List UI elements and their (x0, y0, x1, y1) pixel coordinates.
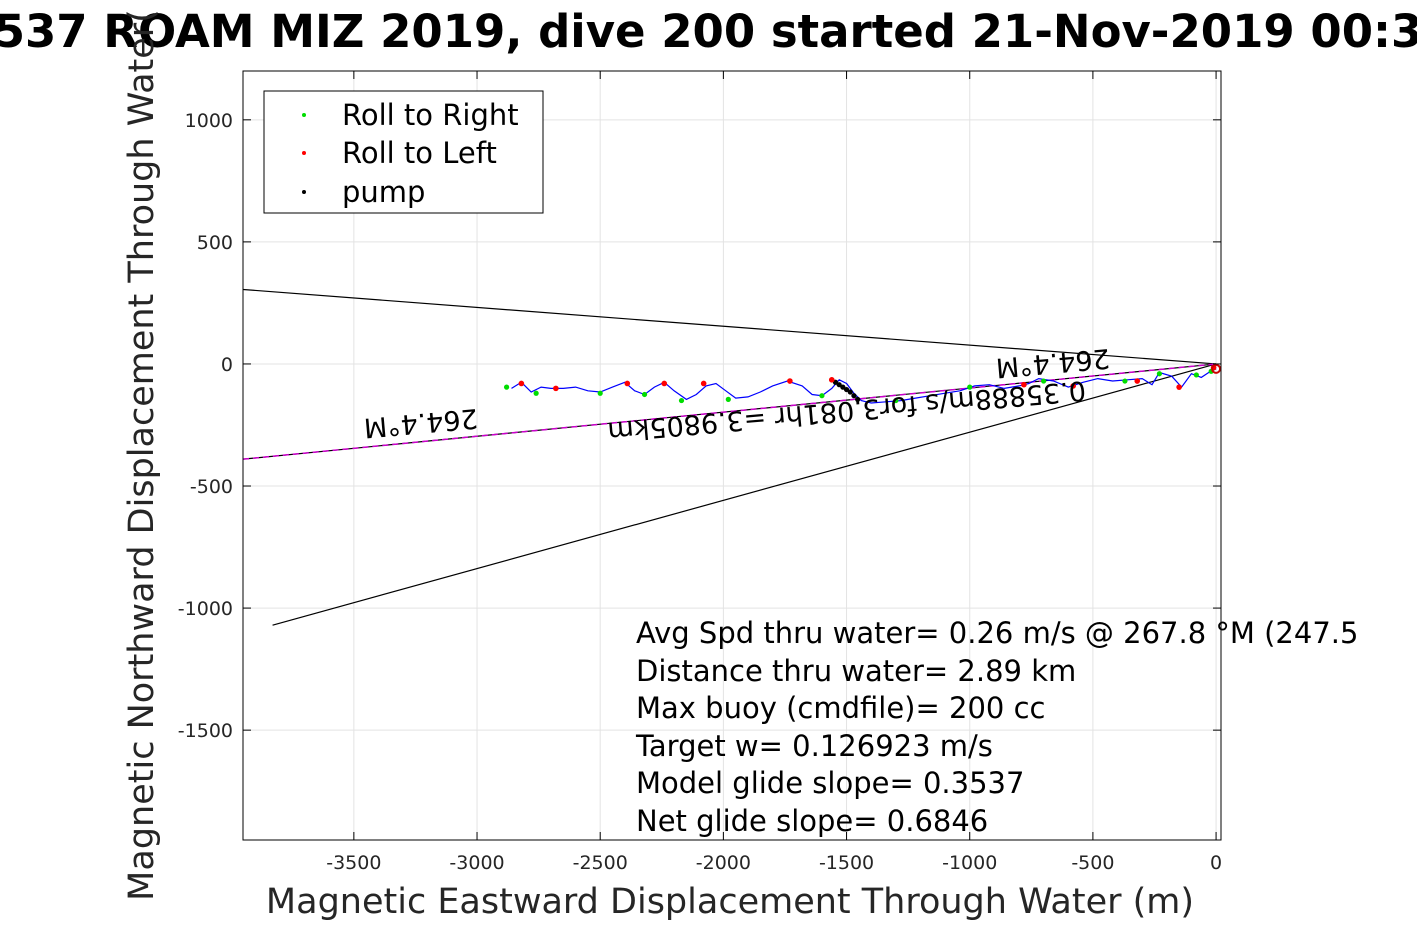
roll-left-point (700, 380, 707, 387)
roll-left-point (1021, 381, 1027, 388)
plot-frame (242, 70, 1222, 841)
legend-box (263, 90, 544, 214)
annotation-net-glide: Net glide slope= 0.6846 (636, 804, 988, 838)
dive-start-marker (1211, 363, 1221, 374)
roll-left-point (518, 380, 525, 387)
axis-ticks: -3500 -3000 -2500 -2000 -1500 -1000 -500 0 1000 5… (178, 71, 1222, 874)
reference-line-0 (243, 288, 1217, 365)
y-tick-label: -1500 (178, 720, 233, 742)
roll-left-point (661, 380, 668, 387)
roll-right-point (725, 396, 731, 402)
roll-left-point (828, 377, 835, 383)
annotation-max-buoy: Max buoy (cmdfile)= 200 cc (636, 691, 1045, 725)
x-tick-label: 0 (1210, 852, 1222, 874)
roll-right-point (1193, 372, 1199, 378)
roll-right-point (893, 397, 899, 404)
roll-right-point (641, 391, 648, 398)
x-tick-label: -3500 (326, 852, 381, 874)
roll-right-point (597, 390, 603, 396)
roll-right-point (533, 390, 539, 396)
annotation-distance: Distance thru water= 2.89 km (636, 654, 1076, 688)
roll-right-point (967, 384, 973, 390)
plot-content (243, 288, 1221, 626)
y-axis-label: Magnetic Northward Displacement Through … (122, 9, 162, 901)
y-tick-label: 0 (221, 354, 233, 376)
pump-point (843, 386, 850, 393)
legend-marker-pump (302, 190, 306, 194)
roll-right-point (1041, 378, 1047, 384)
roll-left-point (553, 385, 559, 392)
pump-point (836, 382, 842, 388)
legend: Roll to Right Roll to Left pump (263, 90, 544, 214)
x-axis-label: Magnetic Eastward Displacement Through W… (266, 882, 1194, 922)
y-tick-label: 1000 (185, 110, 233, 132)
roll-left-point (787, 378, 793, 384)
x-tick-label: -1000 (942, 852, 997, 874)
roll-left-point (1070, 383, 1076, 389)
pump-point (840, 384, 846, 390)
pump-point (847, 389, 853, 395)
roll-right-point (503, 384, 510, 390)
y-tick-label: -1000 (178, 598, 233, 620)
roll-left-point (1176, 384, 1182, 390)
pump-point (855, 396, 861, 402)
roll-right-point (819, 393, 825, 399)
y-tick-label: 500 (197, 232, 233, 254)
legend-label-pump: pump (342, 175, 425, 209)
stats-annotations: Avg Spd thru water= 0.26 m/s @ 267.8 °M … (635, 616, 1358, 838)
roll-right-point (1122, 378, 1128, 384)
pump-point (851, 393, 857, 399)
reference-line-1 (272, 363, 1217, 626)
legend-label-roll-left: Roll to Left (342, 136, 497, 170)
x-tick-label: -500 (1071, 852, 1114, 874)
legend-marker-roll-left (302, 151, 306, 155)
legend-marker-roll-right (302, 113, 306, 117)
annotation-target-w: Target w= 0.126923 m/s (635, 729, 993, 763)
chart-title: 537 ROAM MIZ 2019, dive 200 started 21-N… (0, 5, 1417, 58)
x-tick-label: -1500 (819, 852, 874, 874)
roll-right-point (1156, 371, 1163, 377)
roll-left-point (624, 380, 631, 387)
annotation-model-glide: Model glide slope= 0.3537 (636, 766, 1024, 800)
annotation-avg-speed: Avg Spd thru water= 0.26 m/s @ 267.8 °M … (636, 616, 1358, 650)
reference-line-3 (243, 363, 1217, 460)
x-tick-label: -2500 (573, 852, 628, 874)
y-tick-label: -500 (190, 476, 233, 498)
legend-label-roll-right: Roll to Right (342, 98, 519, 132)
roll-left-point (1134, 378, 1141, 384)
roll-right-point (678, 397, 685, 404)
x-tick-label: -3000 (449, 852, 504, 874)
x-tick-label: -2000 (696, 852, 751, 874)
